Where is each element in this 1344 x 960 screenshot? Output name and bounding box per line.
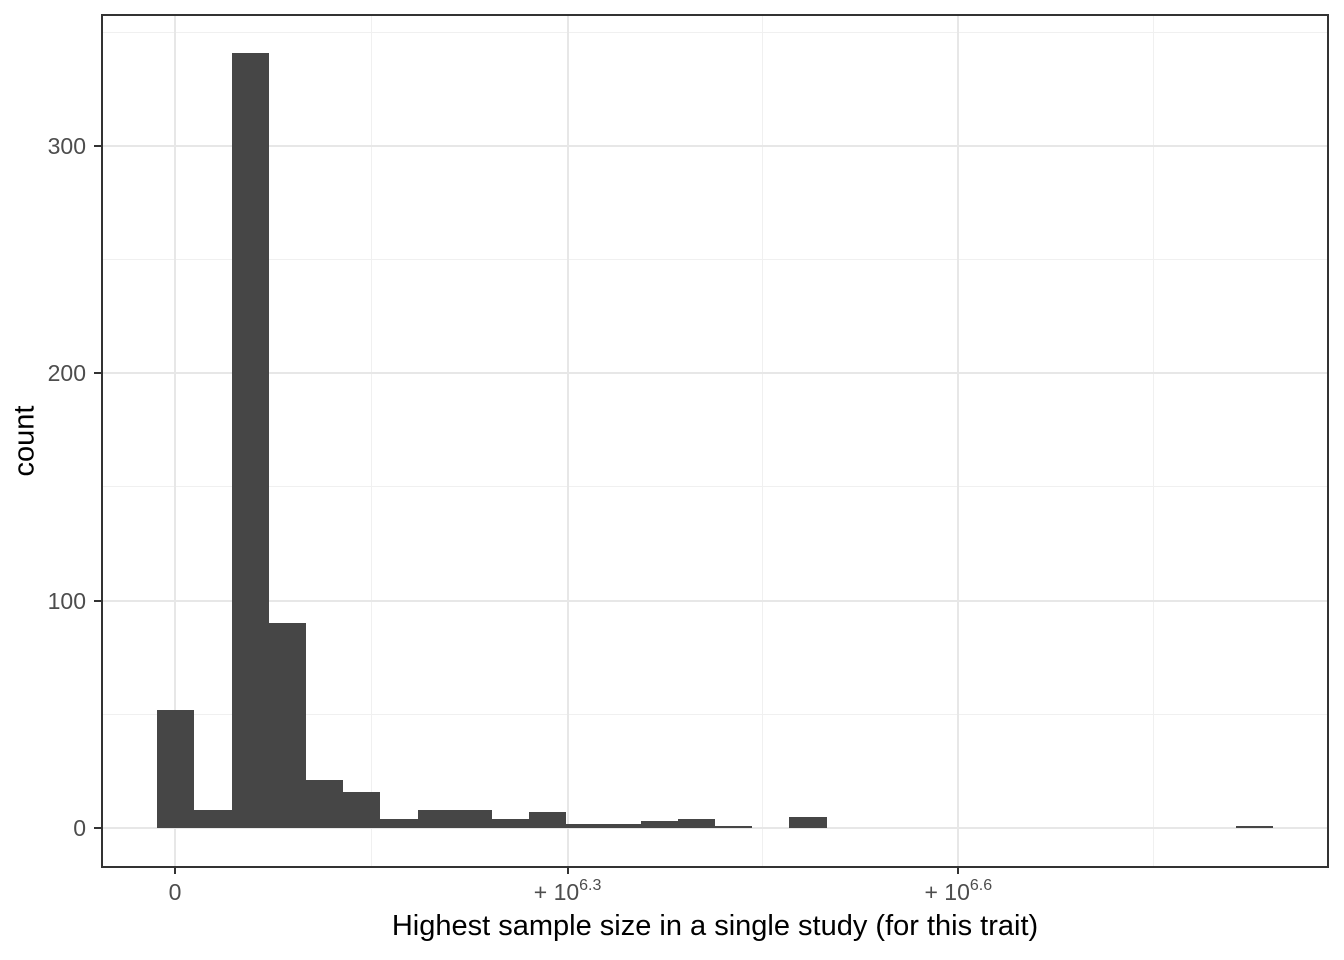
x-axis-title: Highest sample size in a single study (f… (391, 910, 1039, 942)
gridline-major-horizontal (102, 144, 1328, 147)
gridline-minor-horizontal (102, 31, 1328, 33)
y-tick-label: 100 (47, 587, 86, 614)
gridline-major-vertical (566, 15, 569, 867)
x-tick-label-base: + 10 (924, 879, 970, 905)
gridline-major-horizontal (102, 827, 1328, 830)
histogram-bar (268, 623, 307, 829)
histogram-bar (640, 821, 678, 829)
gridline-minor-vertical (762, 15, 764, 867)
histogram-bar (1235, 825, 1273, 829)
histogram-bar (380, 819, 418, 829)
histogram-bar (231, 52, 269, 829)
histogram-bar (715, 825, 753, 829)
histogram-bar (491, 819, 530, 829)
x-tick-label-exponent: 6.6 (969, 877, 993, 895)
histogram-bar (789, 816, 827, 829)
x-tick-mark (173, 867, 176, 874)
y-axis-title: count (8, 405, 41, 477)
y-tick-mark (94, 599, 102, 602)
y-tick-mark (94, 827, 102, 830)
x-tick-label-base: 0 (168, 879, 182, 905)
histogram-bar (343, 791, 381, 829)
plot-panel (102, 15, 1328, 867)
gridline-major-horizontal (102, 372, 1328, 375)
gridline-minor-vertical (370, 15, 372, 867)
gridline-major-vertical (957, 15, 960, 867)
gridline-minor-vertical (1153, 15, 1155, 867)
histogram-bar (677, 819, 716, 829)
y-tick-mark (94, 144, 102, 147)
x-tick-label: + 106.3 (488, 878, 648, 906)
gridline-minor-horizontal (102, 486, 1328, 488)
x-tick-label-base: + 10 (533, 879, 580, 905)
y-tick-label: 300 (47, 132, 86, 159)
gridline-major-vertical (173, 15, 176, 867)
histogram-bar (566, 823, 604, 829)
histogram-bar (529, 812, 567, 829)
histogram-bar (157, 709, 195, 829)
y-tick-mark (94, 372, 102, 375)
gridline-major-horizontal (102, 599, 1328, 602)
gridline-minor-horizontal (102, 259, 1328, 260)
x-tick-label: 0 (95, 878, 255, 906)
x-tick-label-exponent: 6.3 (579, 877, 602, 895)
histogram-bar (454, 809, 492, 829)
gridline-minor-horizontal (102, 713, 1328, 715)
histogram-bar (603, 823, 641, 829)
x-tick-mark (957, 867, 960, 874)
y-tick-label: 0 (73, 815, 86, 842)
histogram-bar (194, 809, 232, 829)
x-tick-mark (566, 867, 569, 874)
histogram-bar (417, 809, 455, 829)
x-tick-label: + 106.6 (878, 878, 1038, 906)
histogram-bar (306, 780, 344, 829)
y-tick-label: 200 (47, 360, 86, 387)
